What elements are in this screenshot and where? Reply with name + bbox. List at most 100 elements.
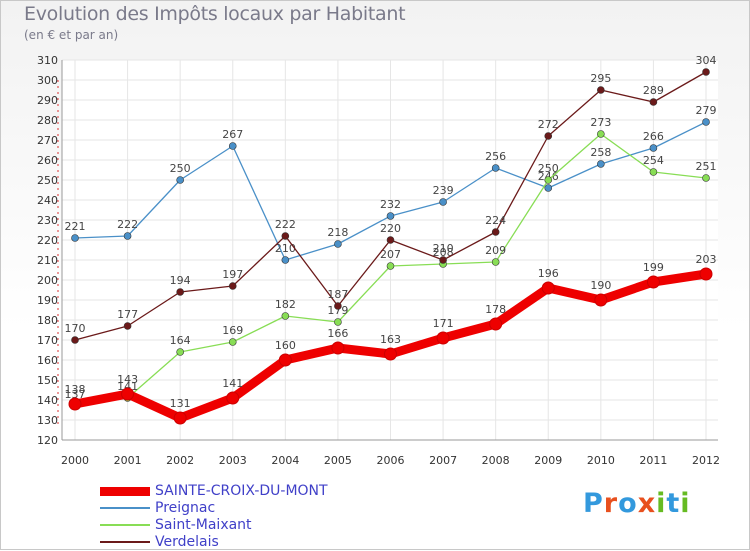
data-point: [702, 118, 710, 126]
legend-label: Preignac: [155, 500, 216, 516]
proxiti-logo: Proxiti: [583, 488, 691, 519]
data-label: 170: [65, 322, 86, 335]
x-tick-label: 2009: [534, 454, 562, 467]
x-tick-label: 2004: [271, 454, 299, 467]
data-point: [331, 341, 345, 355]
data-label: 266: [643, 130, 664, 143]
y-tick-label: 290: [37, 94, 58, 107]
data-point: [123, 322, 132, 330]
chart-title: Evolution des Impôts locaux par Habitant: [24, 3, 406, 25]
legend-label: SAINTE-CROIX-DU-MONT: [155, 483, 328, 499]
data-label: 254: [643, 154, 664, 167]
y-tick-label: 190: [37, 294, 58, 307]
data-point: [176, 176, 184, 184]
data-point: [281, 256, 290, 264]
y-tick-label: 160: [37, 354, 58, 367]
data-label: 164: [170, 334, 191, 347]
data-label: 224: [485, 214, 506, 227]
data-point: [386, 236, 395, 244]
data-label: 178: [485, 303, 506, 316]
y-tick-label: 230: [37, 214, 58, 227]
data-point: [386, 212, 395, 220]
data-label: 169: [222, 324, 243, 337]
data-label: 289: [643, 84, 664, 97]
data-point: [541, 281, 555, 295]
data-point: [228, 338, 237, 346]
data-point: [544, 132, 553, 140]
data-label: 138: [65, 383, 86, 396]
data-label: 196: [538, 267, 559, 280]
logo-letter: t: [666, 488, 681, 519]
data-point: [649, 168, 658, 176]
data-point: [71, 234, 79, 242]
y-tick-label: 300: [37, 74, 58, 87]
data-label: 304: [696, 54, 717, 67]
x-tick-label: 2005: [324, 454, 352, 467]
data-label: 272: [538, 118, 559, 131]
data-label: 171: [433, 317, 454, 330]
y-tick-label: 240: [37, 194, 58, 207]
data-label: 197: [222, 268, 243, 281]
data-point: [281, 312, 290, 320]
data-label: 141: [117, 380, 138, 393]
data-point: [597, 86, 605, 94]
data-point: [491, 228, 500, 236]
data-point: [68, 397, 82, 411]
y-tick-label: 280: [37, 114, 58, 127]
y-tick-label: 200: [37, 274, 58, 287]
data-point: [173, 411, 187, 425]
x-tick-label: 2008: [482, 454, 510, 467]
data-point: [597, 130, 605, 138]
legend-item-sainte-croix-du-mont: SAINTE-CROIX-DU-MONT: [100, 483, 460, 500]
x-tick-label: 2012: [692, 454, 720, 467]
data-point: [334, 302, 342, 310]
data-point: [384, 347, 397, 361]
y-tick-label: 130: [37, 414, 58, 427]
data-point: [176, 288, 184, 296]
y-tick-label: 210: [37, 254, 58, 267]
data-point: [386, 262, 395, 270]
x-tick-label: 2010: [587, 454, 615, 467]
data-label: 163: [380, 333, 401, 346]
data-label: 239: [433, 184, 454, 197]
data-point: [176, 348, 184, 356]
legend-label: Verdelais: [155, 534, 219, 550]
y-tick-label: 220: [37, 234, 58, 247]
data-label: 256: [485, 150, 506, 163]
legend-item-preignac: Preignac: [100, 500, 460, 517]
logo-letter: x: [637, 488, 657, 519]
data-label: 220: [380, 222, 401, 235]
chart-subtitle: (en € et par an): [24, 28, 119, 42]
data-point: [123, 232, 132, 240]
data-point: [699, 267, 713, 281]
data-point: [491, 164, 500, 172]
data-label: 199: [643, 261, 664, 274]
x-tick-label: 2011: [639, 454, 667, 467]
y-tick-label: 150: [37, 374, 58, 387]
legend-swatch: [100, 507, 150, 509]
data-label: 267: [222, 128, 243, 141]
data-label: 250: [170, 162, 191, 175]
data-label: 141: [222, 377, 243, 390]
data-label: 208: [433, 246, 454, 259]
logo-letter: o: [618, 488, 638, 519]
line-chart: 120 130 140 150 160 170 180 190 200 210 220 230 240 2…: [37, 54, 720, 467]
data-point: [544, 176, 553, 184]
data-point: [544, 184, 553, 192]
data-label: 258: [590, 146, 611, 159]
y-tick-label: 180: [37, 314, 58, 327]
data-label: 210: [433, 242, 454, 255]
data-label: 187: [327, 288, 348, 301]
data-point: [436, 331, 450, 345]
y-tick-label: 140: [37, 394, 58, 407]
y-tick-label: 310: [37, 54, 58, 67]
logo-letter: i: [656, 488, 667, 519]
data-point: [489, 317, 503, 331]
chart-legend: SAINTE-CROIX-DU-MONT Preignac Saint-Maix…: [100, 483, 460, 551]
legend-label: Saint-Maixant: [155, 517, 252, 533]
data-label: 194: [170, 274, 191, 287]
data-point: [334, 240, 342, 248]
data-point: [594, 293, 608, 307]
data-label: 160: [275, 339, 296, 352]
data-point: [228, 282, 237, 290]
